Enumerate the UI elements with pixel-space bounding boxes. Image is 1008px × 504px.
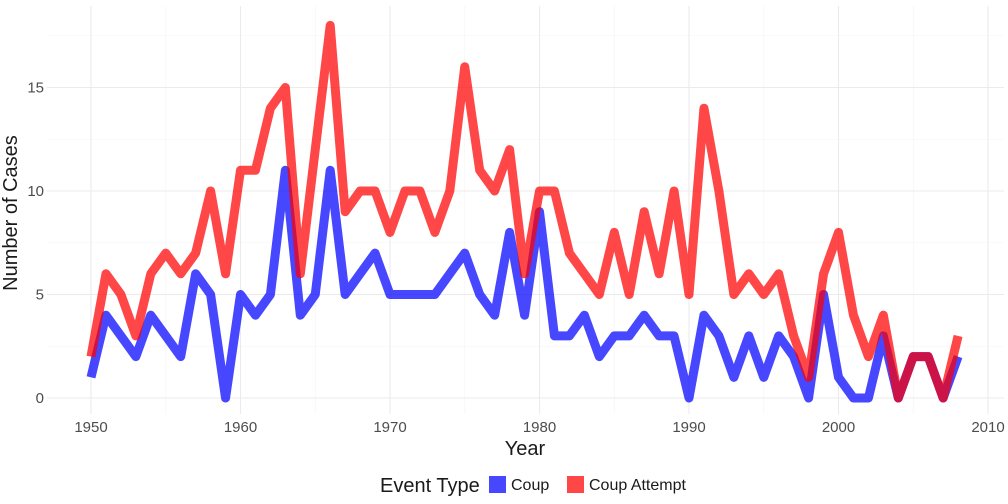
series-line-coup-attempt bbox=[86, 20, 963, 403]
legend-key-coup-attempt bbox=[567, 476, 584, 493]
legend-label-coup: Coup bbox=[511, 477, 549, 494]
x-tick-label: 1950 bbox=[74, 419, 107, 436]
x-tick-label: 1960 bbox=[224, 419, 257, 436]
x-tick-label: 1970 bbox=[373, 419, 406, 436]
y-tick-label: 10 bbox=[27, 183, 44, 200]
legend-label-coup-attempt: Coup Attempt bbox=[589, 477, 687, 494]
x-axis-title: Year bbox=[505, 438, 546, 460]
y-axis-title: Number of Cases bbox=[0, 135, 22, 291]
legend-key-coup bbox=[489, 476, 506, 493]
x-axis-tick-labels: 1950 1960 1970 1980 1990 2000 2010 bbox=[74, 419, 1004, 436]
x-tick-label: 2010 bbox=[971, 419, 1004, 436]
legend-title: Event Type bbox=[380, 475, 480, 497]
x-tick-label: 1980 bbox=[523, 419, 556, 436]
major-gridlines bbox=[47, 6, 1004, 414]
y-axis-tick-labels: 0 5 10 15 bbox=[27, 80, 44, 408]
legend: Event Type Coup Coup Attempt bbox=[380, 475, 687, 497]
series-line-coup bbox=[86, 165, 963, 403]
y-tick-label: 0 bbox=[36, 390, 44, 407]
x-tick-label: 1990 bbox=[672, 419, 705, 436]
series-lines bbox=[86, 20, 963, 403]
minor-gridlines bbox=[47, 6, 1004, 414]
x-tick-label: 2000 bbox=[822, 419, 855, 436]
y-tick-label: 15 bbox=[27, 80, 44, 97]
y-tick-label: 5 bbox=[36, 287, 44, 304]
